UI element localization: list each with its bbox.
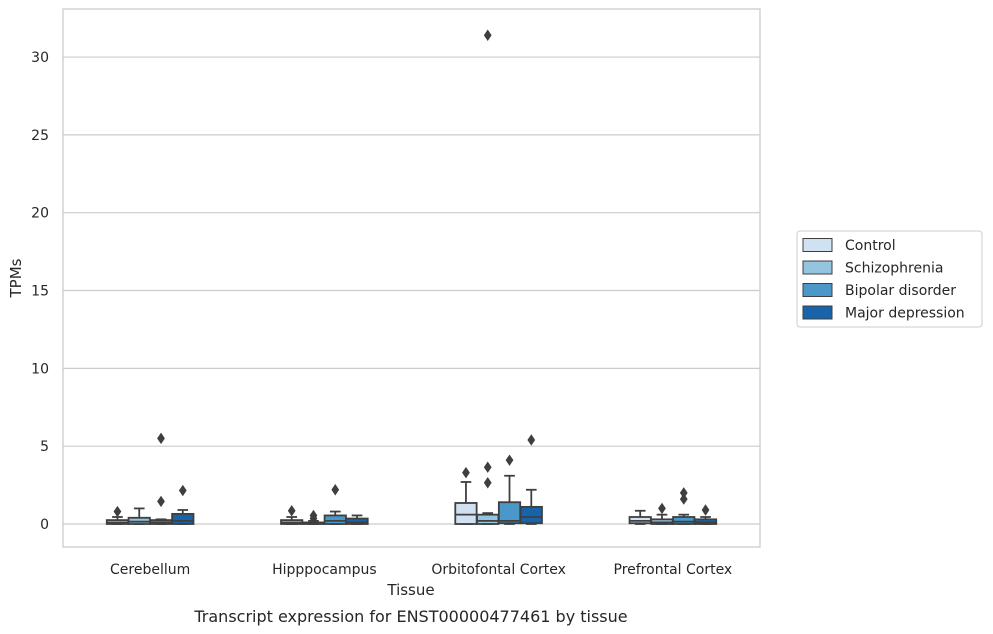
y-tick-label: 20	[31, 206, 49, 222]
outlier-point	[505, 454, 514, 466]
outlier-point	[483, 477, 492, 489]
y-tick-label: 30	[31, 50, 49, 66]
box	[323, 514, 347, 525]
outlier-point	[483, 461, 492, 473]
box	[519, 505, 543, 525]
box	[171, 512, 195, 525]
y-tick-label: 10	[31, 361, 49, 377]
x-axis-label: Tissue	[386, 581, 434, 599]
y-tick-labels: 0 5 10 15 20 25 30	[31, 50, 49, 533]
outlier-point	[483, 29, 492, 41]
legend: Control Schizophrenia Bipolar disorder Majo…	[796, 230, 983, 328]
legend-frame	[796, 230, 983, 328]
legend-label: Schizophrenia	[845, 261, 943, 277]
outlier-point	[309, 509, 318, 522]
outlier-point	[527, 434, 536, 446]
legend-swatch	[802, 305, 833, 320]
y-tick-label: 5	[40, 439, 49, 455]
plot-background	[63, 9, 760, 547]
outlier-point	[157, 495, 165, 508]
outlier-point	[658, 502, 666, 515]
y-tick-label: 0	[40, 517, 49, 533]
x-tick-label: Hipppocampus	[272, 562, 377, 578]
chart-caption: Transcript expression for ENST0000047746…	[193, 607, 627, 626]
y-tick-label: 15	[31, 284, 49, 300]
outlier-point	[113, 505, 122, 518]
y-gridlines	[63, 56, 760, 525]
legend-swatch	[802, 260, 833, 275]
outlier-point	[331, 484, 340, 496]
outlier-point	[178, 484, 187, 497]
outlier-point	[287, 505, 296, 517]
box-groups	[105, 29, 718, 525]
legend-label: Control	[845, 238, 896, 254]
legend-swatch	[802, 283, 833, 297]
legend-label: Major depression	[845, 306, 965, 322]
x-tick-label: Orbitofontal Cortex	[431, 562, 566, 578]
outlier-point	[679, 487, 688, 499]
x-tick-label: Cerebellum	[110, 562, 190, 578]
x-tick-label: Prefrontal Cortex	[614, 562, 733, 578]
legend-swatch	[802, 238, 833, 252]
y-tick-label: 25	[31, 128, 49, 144]
plot-frame	[62, 8, 761, 548]
box	[672, 516, 696, 525]
box	[476, 513, 500, 525]
outlier-point	[462, 466, 470, 479]
outlier-point	[679, 493, 688, 505]
outlier-point	[701, 504, 710, 516]
legend-label: Bipolar disorder	[845, 283, 956, 299]
outlier-point	[157, 432, 165, 445]
box	[454, 502, 478, 525]
box	[345, 517, 369, 525]
y-axis-label: TPMs	[7, 258, 25, 298]
x-tick-labels: Cerebellum Hipppocampus Orbitofontal Corte…	[110, 562, 732, 578]
